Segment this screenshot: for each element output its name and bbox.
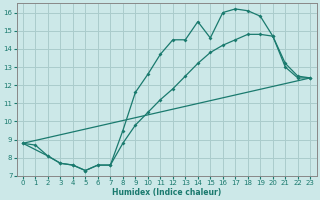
X-axis label: Humidex (Indice chaleur): Humidex (Indice chaleur) [112, 188, 221, 197]
